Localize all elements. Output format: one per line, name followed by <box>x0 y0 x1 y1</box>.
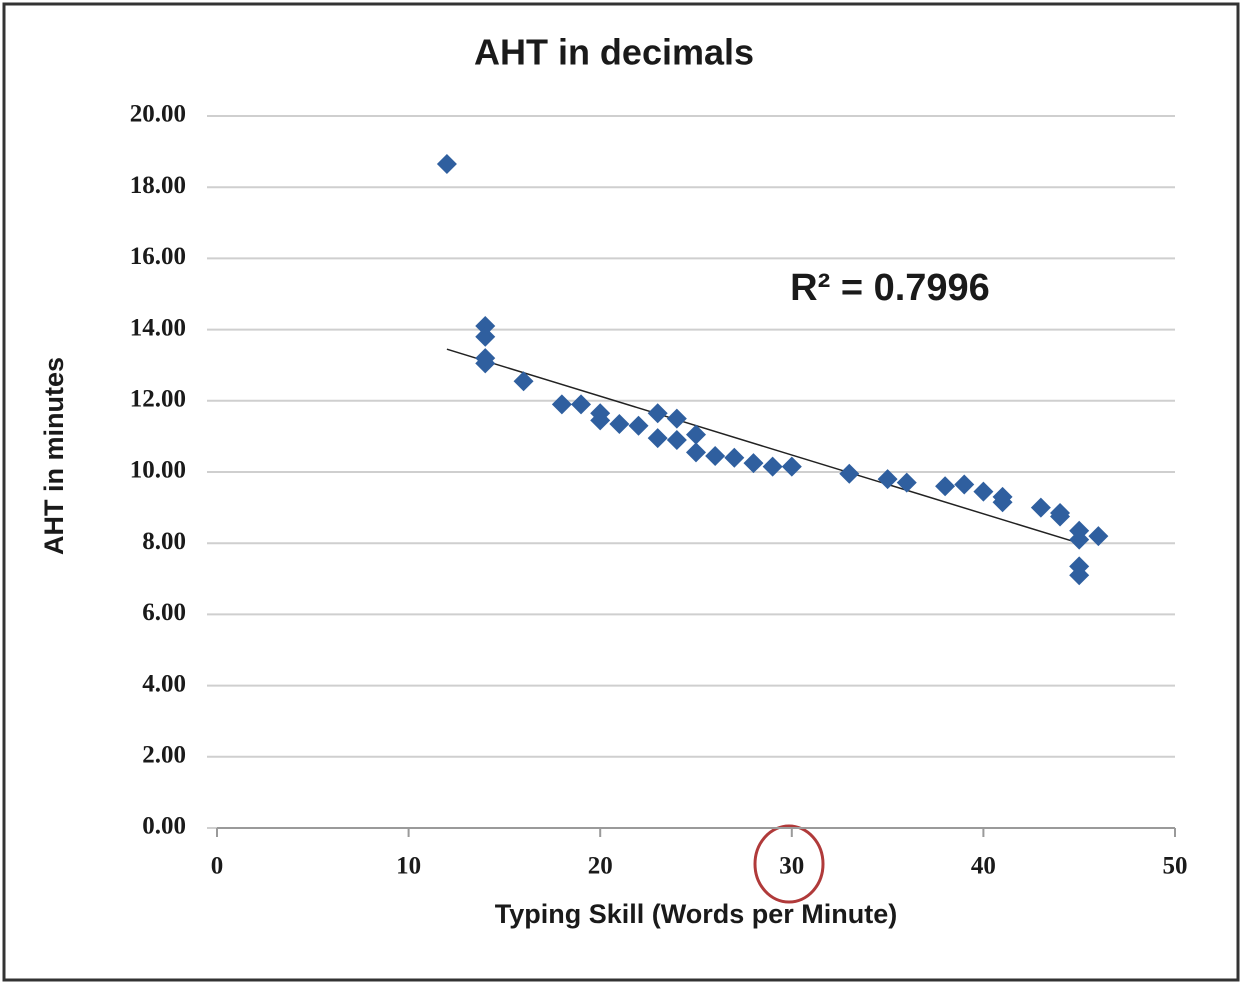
data-point <box>992 492 1013 513</box>
data-point <box>551 394 572 415</box>
y-tick-label: 2.00 <box>142 742 186 769</box>
data-point <box>935 476 956 497</box>
chart-title: AHT in decimals <box>474 32 754 73</box>
x-tick-label: 50 <box>1163 853 1188 880</box>
data-point <box>436 154 457 175</box>
data-point <box>762 456 783 477</box>
data-point <box>686 424 706 445</box>
y-tick-label: 18.00 <box>130 172 186 199</box>
y-tick-label: 16.00 <box>130 243 186 270</box>
data-point <box>1030 497 1051 518</box>
data-point <box>590 410 611 431</box>
data-point <box>973 481 994 502</box>
y-tick-label: 20.00 <box>130 101 186 128</box>
data-point <box>1088 526 1109 547</box>
x-tick-label: 40 <box>971 853 996 880</box>
data-point <box>647 428 668 449</box>
data-point <box>877 469 898 490</box>
x-tick-label: 0 <box>211 853 224 880</box>
x-tick-label: 30 <box>779 853 804 880</box>
data-point <box>647 403 668 424</box>
data-point <box>724 447 745 468</box>
data-point <box>705 445 726 466</box>
data-point <box>1050 506 1071 527</box>
y-tick-label: 8.00 <box>142 528 186 555</box>
y-tick-label: 0.00 <box>142 813 186 840</box>
data-point <box>513 371 534 392</box>
data-point <box>628 415 649 436</box>
highlight-circle <box>753 824 825 904</box>
y-tick-label: 6.00 <box>142 599 186 626</box>
data-point <box>781 456 802 477</box>
data-point <box>666 408 687 429</box>
data-point <box>1069 565 1090 586</box>
data-point <box>666 429 687 450</box>
data-point <box>839 463 860 484</box>
trendline <box>446 348 1080 544</box>
y-tick-label: 10.00 <box>130 457 186 484</box>
y-tick-label: 12.00 <box>130 386 186 413</box>
data-point <box>571 394 592 415</box>
y-tick-label: 4.00 <box>142 670 186 697</box>
data-point <box>743 453 764 474</box>
x-tick-label: 20 <box>588 853 613 880</box>
data-point <box>1069 529 1090 550</box>
data-point <box>475 316 496 337</box>
data-point <box>896 472 917 493</box>
x-tick-label: 10 <box>396 853 421 880</box>
data-point <box>475 326 496 347</box>
data-point <box>609 413 630 434</box>
x-axis-label: Typing Skill (Words per Minute) <box>495 899 898 929</box>
data-point <box>475 353 496 374</box>
y-tick-label: 14.00 <box>130 314 186 341</box>
data-point <box>954 474 975 495</box>
data-point <box>686 442 706 463</box>
y-axis-label: AHT in minutes <box>39 357 69 555</box>
annotation: R² = 0.7996 <box>790 267 990 309</box>
